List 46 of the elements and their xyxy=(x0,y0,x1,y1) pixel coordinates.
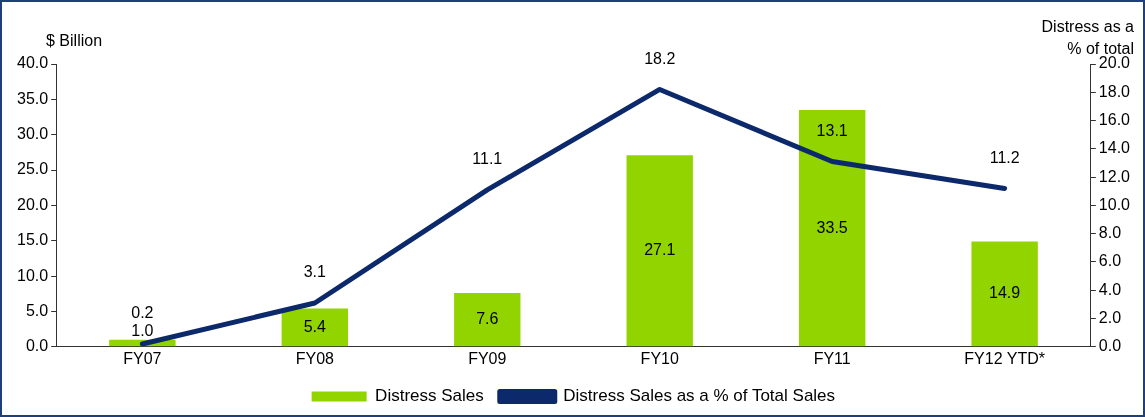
data-label: 11.1 xyxy=(472,150,503,168)
x-tick-label: FY07 xyxy=(123,349,162,367)
y-tick-label: 0.0 xyxy=(25,337,49,355)
bar xyxy=(626,155,693,347)
y-tick-label: 15.0 xyxy=(17,231,49,249)
y2-tick-label: 6.0 xyxy=(1098,252,1122,270)
y2-tick-label: 0.0 xyxy=(1098,337,1122,355)
bar xyxy=(281,308,349,347)
y2-tick-label: 14.0 xyxy=(1098,139,1131,157)
data-label: 11.2 xyxy=(989,148,1020,166)
y2-tick-label: 8.0 xyxy=(1098,224,1122,242)
y-tick-label: 35.0 xyxy=(17,89,49,107)
data-label: 1.0 xyxy=(131,322,154,340)
x-tick-label: FY10 xyxy=(640,349,679,367)
y2-tick-label: 16.0 xyxy=(1098,110,1131,128)
x-tick-label: FY08 xyxy=(295,349,335,367)
legend-label: Distress Sales as a % of Total Sales xyxy=(563,386,836,406)
y2-tick-label: 2.0 xyxy=(1098,308,1122,326)
y2-tick-label: 18.0 xyxy=(1098,82,1131,100)
legend-label: Distress Sales xyxy=(375,386,484,406)
y-axis-title: $ Billion xyxy=(46,32,103,50)
data-label: 27.1 xyxy=(644,241,676,259)
y-tick-label: 30.0 xyxy=(17,125,49,143)
y2-tick-label: 4.0 xyxy=(1098,280,1122,298)
bar xyxy=(798,109,866,347)
x-tick-label: FY09 xyxy=(468,349,507,367)
y-tick-label: 20.0 xyxy=(17,195,49,213)
data-label: 0.2 xyxy=(131,304,154,322)
y-tick-label: 40.0 xyxy=(17,54,49,72)
x-tick-label: FY12 YTD* xyxy=(964,349,1045,367)
data-label: 13.1 xyxy=(816,121,848,139)
data-label: 3.1 xyxy=(303,263,327,281)
y-tick-label: 5.0 xyxy=(25,301,49,319)
data-label: 18.2 xyxy=(644,49,676,67)
data-label: 5.4 xyxy=(303,317,327,335)
data-label: 7.6 xyxy=(476,310,499,328)
x-tick-label: FY11 xyxy=(813,349,851,367)
data-label: 33.5 xyxy=(816,218,848,236)
y2-tick-label: 20.0 xyxy=(1098,54,1131,72)
y2-tick-label: 10.0 xyxy=(1098,195,1131,213)
data-label: 14.9 xyxy=(989,284,1021,302)
bar xyxy=(971,241,1038,347)
bar xyxy=(454,293,521,347)
y-tick-label: 10.0 xyxy=(17,266,49,284)
y-tick-label: 25.0 xyxy=(17,160,49,178)
y2-tick-label: 12.0 xyxy=(1098,167,1131,185)
